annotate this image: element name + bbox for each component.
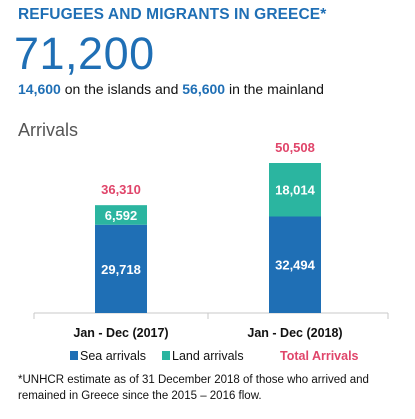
bar-sea-0: [95, 224, 147, 313]
total-label-1: 50,508: [275, 140, 315, 155]
total-figure: 71,200: [14, 28, 155, 79]
bar-land-0: [95, 205, 147, 225]
legend-label-total: Total Arrivals: [280, 349, 359, 363]
total-label-0: 36,310: [101, 182, 141, 197]
arrivals-chart: 29,718 6,592 36,310 Jan - Dec (2017) 32,494 1…: [33, 140, 389, 363]
mainland-text: in the mainland: [228, 81, 324, 97]
page-headline: REFUGEES AND MIGRANTS IN GREECE*: [18, 6, 327, 23]
section-label-arrivals: Arrivals: [18, 120, 79, 140]
mainland-value: 56,600: [182, 81, 226, 97]
footnote: *UNHCR estimate as of 31 December 2018 o…: [18, 374, 369, 402]
legend-swatch-sea: [70, 351, 78, 360]
data-label-sea-1: 32,494: [275, 258, 316, 273]
bar-sea-1: [269, 216, 321, 313]
islands-text: on the islands and: [64, 81, 179, 97]
islands-value: 14,600: [18, 81, 61, 97]
data-label-land-0: 6,592: [105, 208, 138, 223]
x-tick-label-0: Jan - Dec (2017): [73, 326, 168, 340]
legend-swatch-land: [162, 351, 170, 360]
legend-label-sea: Sea arrivals: [80, 349, 146, 363]
data-label-land-1: 18,014: [275, 183, 316, 198]
bar-land-1: [269, 163, 321, 217]
location-summary: 14,600 on the islands and 56,600 in the …: [18, 81, 324, 97]
legend-label-land: Land arrivals: [172, 349, 244, 363]
data-label-sea-0: 29,718: [101, 262, 141, 277]
x-tick-label-1: Jan - Dec (2018): [247, 326, 342, 340]
